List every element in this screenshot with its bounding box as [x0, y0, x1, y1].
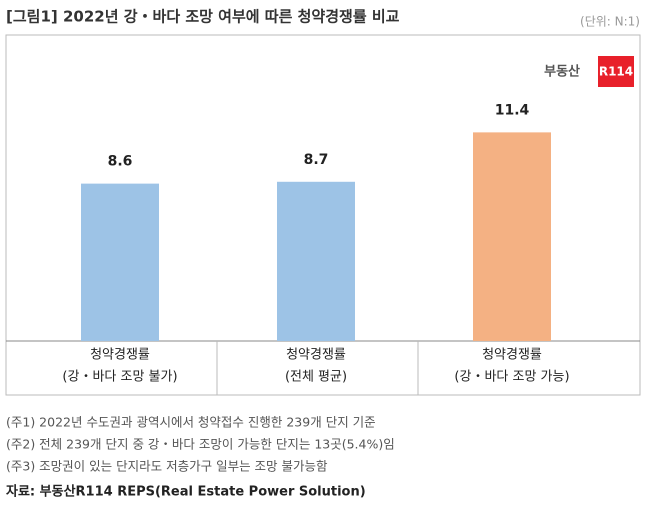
x-tick-label: (강・바다 조망 가능) — [454, 370, 569, 385]
logo-text: 부동산 — [544, 64, 580, 80]
chart-frame — [5, 34, 641, 396]
x-tick-label: 청약경쟁률 — [482, 348, 542, 363]
value-label: 11.4 — [495, 102, 530, 118]
logo-badge-text: R114 — [599, 65, 633, 79]
bar — [277, 181, 355, 341]
logo-badge — [598, 56, 634, 87]
x-tick-label: (강・바다 조망 불가) — [62, 370, 177, 385]
bar — [473, 132, 551, 341]
value-label: 8.7 — [304, 152, 329, 168]
x-tick-label: 청약경쟁률 — [90, 348, 150, 363]
unit-label: (단위: N:1) — [580, 15, 640, 29]
note: (주2) 전체 239개 단지 중 강・바다 조망이 가능한 단지는 13곳(5… — [6, 437, 395, 452]
bar — [81, 183, 159, 341]
chart-title: [그림1] 2022년 강・바다 조망 여부에 따른 청약경쟁률 비교 — [6, 8, 400, 26]
note: (주3) 조망권이 있는 단지라도 저층가구 일부는 조망 불가능함 — [6, 459, 328, 474]
note: (주1) 2022년 수도권과 광역시에서 청약접수 진행한 239개 단지 기… — [6, 415, 376, 430]
x-tick-label: 청약경쟁률 — [286, 348, 346, 363]
x-tick-label: (전체 평균) — [285, 370, 347, 385]
source: 자료: 부동산R114 REPS(Real Estate Power Solut… — [6, 484, 366, 500]
value-label: 8.6 — [108, 154, 133, 170]
